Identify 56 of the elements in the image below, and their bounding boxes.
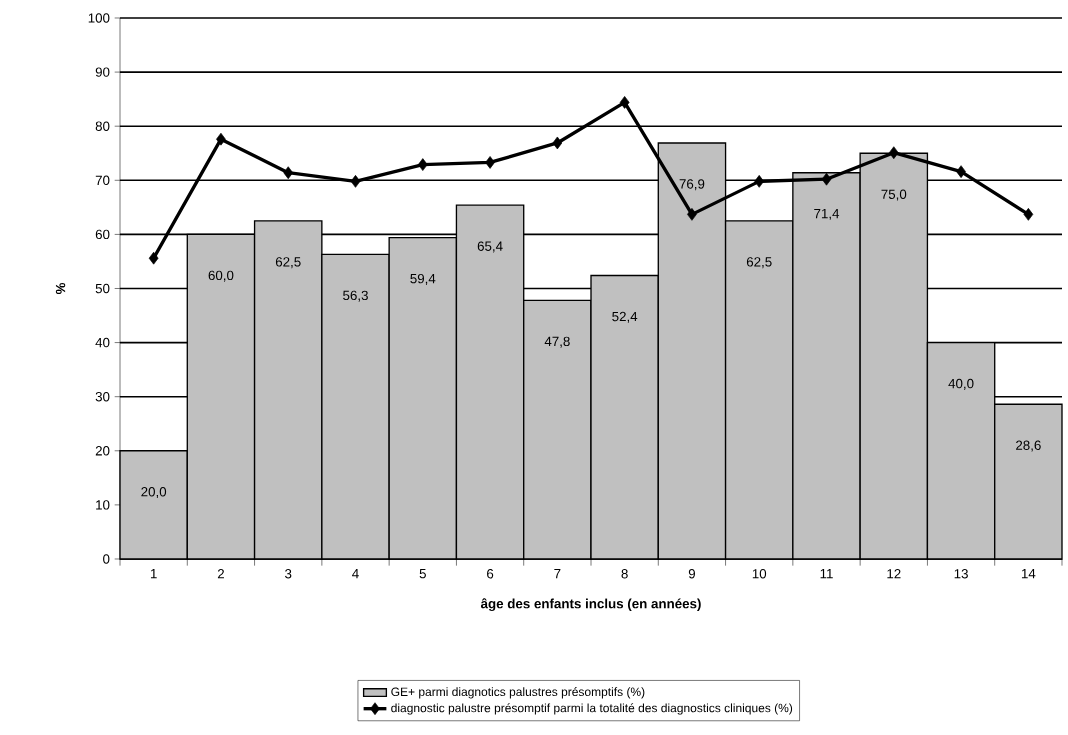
x-tick-label: 6 (487, 569, 494, 579)
data-label: 28,6 (1016, 440, 1041, 452)
data-label: 52,4 (612, 311, 638, 323)
point (821, 172, 832, 186)
point (417, 158, 428, 171)
x-tick-label: 7 (554, 569, 561, 579)
y-tick-label: 60 (95, 229, 110, 240)
point (888, 146, 899, 160)
y-tick-label: 100 (88, 13, 110, 23)
legend-label: GE+ parmi diagnotics palustres présomptifs (%) (391, 687, 645, 699)
x-tick-label: 9 (688, 569, 696, 579)
y-tick-label: 30 (95, 391, 110, 402)
x-tick-label: 4 (352, 569, 359, 579)
y-tick-label: 0 (103, 554, 110, 564)
data-label: 56,3 (343, 290, 368, 302)
x-tick-label: 5 (419, 569, 426, 579)
y-tick-label: 50 (95, 283, 110, 294)
y-tick-label: 70 (95, 175, 110, 185)
x-tick-label: 11 (820, 569, 833, 579)
data-label: 71,4 (814, 208, 840, 220)
y-axis-title: % (55, 282, 66, 295)
data-label: 65,4 (477, 241, 503, 253)
point (687, 208, 697, 221)
point (350, 175, 361, 188)
x-tick-label: 14 (1021, 569, 1036, 579)
point (956, 165, 966, 178)
y-tick-label: 80 (95, 121, 110, 131)
point (1023, 208, 1034, 221)
x-tick-label: 3 (285, 569, 292, 579)
y-tick-label: 90 (95, 67, 110, 77)
point (148, 251, 159, 265)
data-label: 62,5 (746, 257, 772, 269)
point (485, 156, 495, 169)
x-axis-title: âge des enfants inclus (en années) (480, 598, 701, 612)
legend-label: diagnostic palustre présomptif parmi la totalité des diagnostics cliniques (%) (391, 703, 793, 715)
point (619, 96, 630, 109)
y-tick-label: 40 (95, 337, 110, 348)
data-label: 60,0 (208, 270, 234, 282)
data-label: 20,0 (141, 487, 167, 499)
data-label: 75,0 (881, 189, 907, 201)
data-label: 47,8 (544, 336, 570, 348)
x-tick-label: 12 (887, 569, 901, 579)
x-tick-label: 8 (621, 569, 628, 579)
data-label: 59,4 (410, 273, 436, 285)
data-label: 62,5 (275, 257, 301, 269)
x-tick-label: 10 (752, 569, 767, 579)
point (552, 136, 563, 150)
point (216, 132, 226, 146)
data-label: 40,0 (948, 378, 974, 390)
x-tick-label: 13 (954, 569, 968, 579)
data-label: 76,9 (679, 179, 705, 191)
x-tick-label: 1 (150, 569, 157, 579)
y-tick-label: 20 (95, 446, 110, 456)
point (283, 166, 294, 180)
x-tick-label: 2 (217, 569, 224, 579)
y-tick-label: 10 (96, 500, 110, 510)
